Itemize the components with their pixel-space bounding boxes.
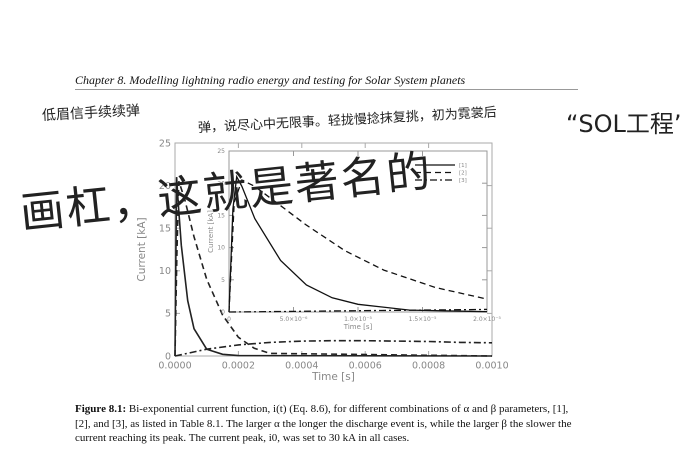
main-x-tick-label: 0.0004 [285, 361, 318, 372]
main-series-line-3 [174, 339, 493, 357]
main-y-tick-label: 25 [159, 138, 171, 149]
main-series-line-1 [174, 177, 493, 357]
inset-y-tick-label: 10 [217, 245, 225, 252]
inset-y-tick-label: 15 [217, 213, 225, 220]
main-y-tick-label: 10 [159, 266, 171, 277]
caption-text: Bi-exponential current function, i(t) (E… [75, 403, 572, 444]
inset-x-tick-label: 1.5×10⁻⁵ [409, 316, 437, 323]
inset-y-tick-label: 25 [217, 148, 225, 155]
chapter-title: Modelling lightning radio energy and tes… [129, 73, 466, 87]
inset-series-line-2 [228, 179, 488, 313]
main-x-tick-label: 0.0008 [412, 361, 445, 372]
main-y-tick-label: 0 [165, 351, 171, 362]
inset-y-tick-label: 0 [221, 309, 225, 316]
inset-legend-label: [3] [459, 178, 467, 184]
inset-legend-label: [2] [459, 171, 467, 177]
main-y-tick-label: 15 [159, 224, 171, 235]
main-series-line-2 [174, 181, 493, 357]
inset-x-tick-label: 5.0×10⁻⁶ [280, 316, 308, 323]
main-y-tick-label: 5 [165, 309, 171, 320]
main-y-axis-label: Current [kA] [136, 217, 148, 281]
main-x-tick-label: 0.0000 [158, 361, 191, 372]
inset-y-tick-label: 20 [217, 180, 225, 187]
inset-x-tick-label: 1.0×10⁻⁵ [344, 316, 372, 323]
inset-y-tick-label: 5 [221, 277, 225, 284]
main-x-tick-label: 0.0010 [475, 361, 508, 372]
inset-series-line-3 [228, 308, 488, 313]
inset-series-line-1 [228, 174, 488, 313]
inset-plot-bg [229, 151, 487, 312]
main-x-tick-label: 0.0002 [222, 361, 255, 372]
main-y-tick-label: 20 [159, 181, 171, 192]
caption-label: Figure 8.1: [75, 403, 127, 415]
main-chart: 0 5 10 15 20 25 0.0000 0.0002 0.0004 0.0006 0.0008… [136, 138, 509, 383]
main-x-tick-label: 0.0006 [349, 361, 382, 372]
inset-chart: 0 5 10 15 20 25 0 5.0×10⁻⁶ 1.0×10⁻⁵ 1.5×10⁻⁵ 2.0×1… [207, 148, 501, 331]
chapter-number: Chapter 8. [75, 73, 127, 87]
main-x-axis-label: Time [s] [311, 371, 355, 383]
inset-x-tick-label: 0 [227, 316, 231, 323]
running-header: Chapter 8. Modelling lightning radio ene… [75, 73, 465, 88]
inset-legend-label: [1] [459, 163, 467, 169]
handwriting-line-4: “SOL工程”。 [566, 110, 680, 138]
inset-y-axis-label: Current [kA] [207, 210, 215, 253]
inset-x-tick-label: 2.0×10⁻⁵ [473, 316, 501, 323]
figure-caption: Figure 8.1: Bi-exponential current funct… [75, 402, 580, 446]
header-rule [75, 89, 578, 90]
inset-x-axis-label: Time [s] [343, 323, 373, 331]
